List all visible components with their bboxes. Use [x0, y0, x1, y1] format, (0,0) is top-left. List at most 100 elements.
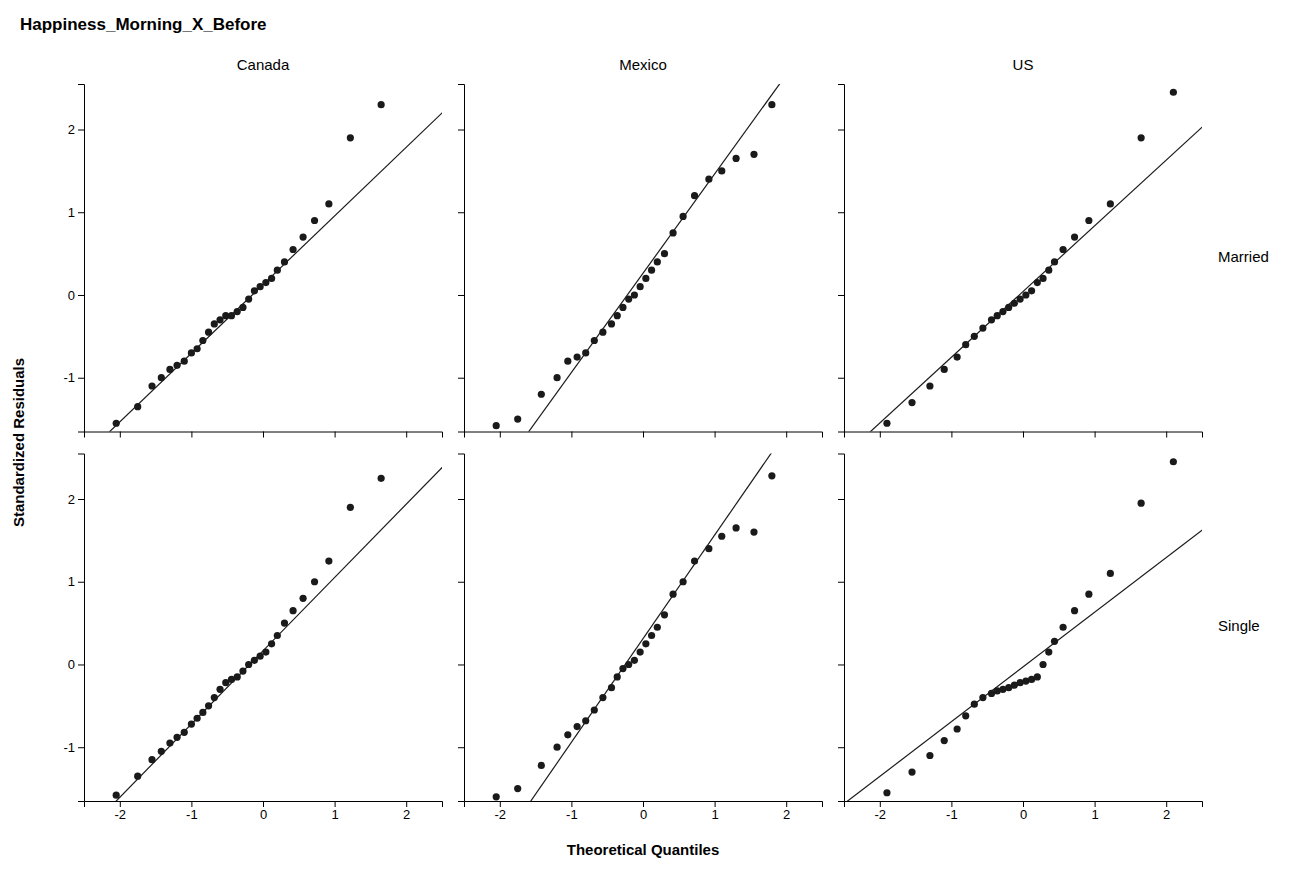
x-tick-mark: [1023, 432, 1024, 438]
y-tick-mark: [838, 499, 844, 500]
point: [158, 374, 165, 381]
point: [637, 283, 644, 290]
panel: USMarried: [837, 56, 1269, 462]
point: [205, 702, 212, 709]
point: [194, 345, 201, 352]
x-tick: [786, 432, 787, 438]
y-axis-line: [78, 454, 85, 802]
point: [538, 391, 545, 398]
x-tick-label: -1: [946, 807, 958, 822]
point: [148, 756, 155, 763]
point: [768, 472, 775, 479]
y-tick-label: -1: [63, 740, 75, 755]
point: [971, 333, 978, 340]
point: [1039, 661, 1046, 668]
x-tick-mark: [1166, 432, 1167, 438]
y-tick: -1: [63, 370, 84, 385]
point: [1028, 287, 1035, 294]
y-tick: -1: [63, 740, 84, 755]
point: [211, 694, 218, 701]
x-tick-label: -2: [495, 807, 507, 822]
y-tick-mark: [78, 747, 84, 748]
x-tick: 1: [1091, 801, 1098, 822]
x-tick-mark: [786, 432, 787, 438]
y-axis-line: [458, 85, 465, 433]
marks: [84, 101, 442, 431]
x-tick-label: 1: [1091, 807, 1098, 822]
y-tick: 2: [68, 122, 84, 137]
x-tick-mark: [715, 432, 716, 438]
point: [199, 709, 206, 716]
point: [648, 632, 655, 639]
point: [768, 101, 775, 108]
point: [564, 731, 571, 738]
x-tick-mark: [715, 801, 716, 807]
reference-line: [84, 460, 442, 801]
point: [1071, 233, 1078, 240]
point: [582, 349, 589, 356]
y-tick: [458, 582, 464, 583]
point: [669, 229, 676, 236]
point: [311, 217, 318, 224]
point: [574, 353, 581, 360]
column-title: Canada: [237, 56, 290, 73]
point: [181, 358, 188, 365]
point: [514, 785, 521, 792]
point: [262, 648, 269, 655]
point: [654, 624, 661, 631]
x-tick: [1166, 432, 1167, 438]
point: [1170, 89, 1177, 96]
y-tick: [458, 212, 464, 213]
x-axis: -2-1012: [85, 801, 443, 822]
x-tick-mark: [571, 801, 572, 807]
x-tick: -2: [115, 801, 127, 822]
x-axis-line: [465, 432, 823, 438]
point: [619, 304, 626, 311]
x-tick: [263, 432, 264, 438]
row-label: Married: [1218, 248, 1269, 265]
point: [347, 504, 354, 511]
x-tick-mark: [335, 432, 336, 438]
point: [378, 101, 385, 108]
y-tick: [458, 747, 464, 748]
point: [608, 684, 615, 691]
point: [1034, 673, 1041, 680]
point: [750, 151, 757, 158]
point: [281, 620, 288, 627]
x-tick: [191, 432, 192, 438]
point: [1085, 217, 1092, 224]
point: [194, 715, 201, 722]
point: [691, 192, 698, 199]
point: [1051, 258, 1058, 265]
y-tick-label: 0: [68, 657, 75, 672]
x-tick-mark: [263, 801, 264, 807]
x-tick: 0: [260, 801, 267, 822]
y-tick-mark: [78, 378, 84, 379]
point: [1045, 267, 1052, 274]
y-tick: [838, 747, 844, 748]
y-tick: [458, 499, 464, 500]
point: [883, 789, 890, 796]
point: [311, 578, 318, 585]
point: [962, 712, 969, 719]
panel: -2-1012Single: [837, 454, 1260, 822]
y-axis-title: Standardized Residuals: [10, 358, 27, 527]
x-tick-mark: [1166, 801, 1167, 807]
y-tick-mark: [78, 582, 84, 583]
x-tick: 0: [1020, 801, 1027, 822]
y-tick-mark: [458, 499, 464, 500]
point: [268, 640, 275, 647]
x-axis-line: [845, 802, 1203, 808]
y-tick: 2: [68, 492, 84, 507]
point: [614, 673, 621, 680]
y-axis: -1012: [63, 85, 84, 433]
point: [908, 399, 915, 406]
x-tick: -1: [946, 801, 958, 822]
x-tick-mark: [1095, 801, 1096, 807]
x-tick-mark: [191, 432, 192, 438]
x-tick: 2: [783, 801, 790, 822]
point: [134, 773, 141, 780]
x-axis: [465, 432, 823, 438]
panel: -1012 Canada: [63, 56, 449, 463]
point: [679, 578, 686, 585]
